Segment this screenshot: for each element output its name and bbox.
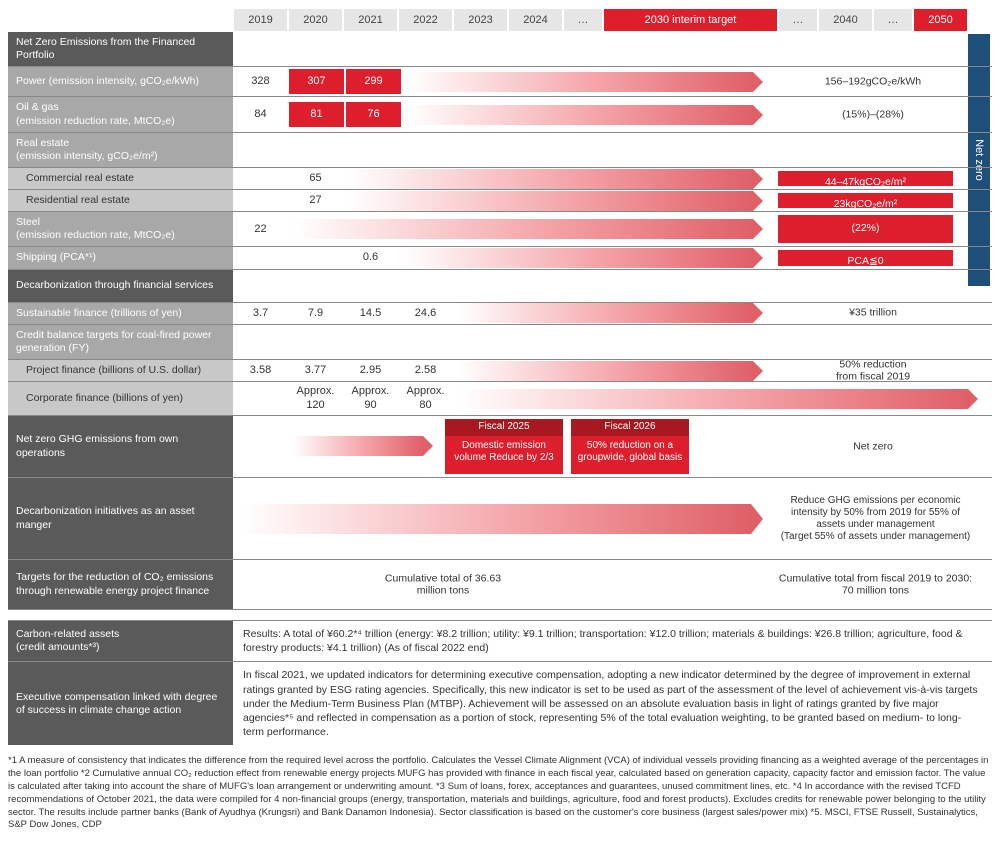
row-oilgas: Oil & gas (emission reduction rate, MtCO… bbox=[8, 97, 992, 132]
arrow-rre bbox=[348, 191, 753, 211]
year-header: 2019 2020 2021 2022 2023 2024 … 2030 int… bbox=[8, 8, 992, 32]
row-asset-manager: Decarbonization initiatives as an asset … bbox=[8, 478, 992, 560]
year-2020: 2020 bbox=[288, 8, 343, 32]
arrow-projfin bbox=[458, 361, 753, 381]
year-2022: 2022 bbox=[398, 8, 453, 32]
row-exec-comp: Executive compensation linked with degre… bbox=[8, 661, 992, 745]
footnotes: *1 A measure of consistency that indicat… bbox=[8, 755, 992, 832]
fiscal-2025-box: Fiscal 2025 Domestic emission volume Red… bbox=[445, 419, 563, 474]
arrow-shipping bbox=[403, 248, 753, 268]
section-coal: Credit balance targets for coal-fired po… bbox=[8, 325, 992, 360]
year-2021: 2021 bbox=[343, 8, 398, 32]
arrow-corpfin bbox=[458, 389, 968, 409]
row-corporate-finance: Corporate finance (billions of yen) Appr… bbox=[8, 382, 992, 416]
fiscal-2026-box: Fiscal 2026 50% reduction on a groupwide… bbox=[571, 419, 689, 474]
row-realestate-header: Real estate (emission intensity, gCO₂e/m… bbox=[8, 133, 992, 168]
post-ell-2: … bbox=[873, 8, 913, 32]
arrow-power bbox=[408, 72, 753, 92]
year-2040: 2040 bbox=[818, 8, 873, 32]
year-ellipsis: … bbox=[563, 8, 603, 32]
row-project-finance: Project finance (billions of U.S. dollar… bbox=[8, 360, 992, 382]
roadmap-chart: 2019 2020 2021 2022 2023 2024 … 2030 int… bbox=[8, 8, 992, 832]
section-financed-portfolio: Net Zero Emissions from the Financed Por… bbox=[8, 32, 992, 67]
row-steel: Steel (emission reduction rate, MtCO₂e) … bbox=[8, 212, 992, 247]
year-2023: 2023 bbox=[453, 8, 508, 32]
arrow-ownops bbox=[293, 436, 423, 456]
year-2024: 2024 bbox=[508, 8, 563, 32]
target-header: 2030 interim target bbox=[603, 8, 778, 32]
row-carbon-assets: Carbon-related assets (credit amounts*³)… bbox=[8, 620, 992, 661]
row-cre: Commercial real estate 65 44–47kgCO₂e/m² bbox=[8, 168, 992, 190]
row-power: Power (emission intensity, gCO₂e/kWh) 32… bbox=[8, 67, 992, 97]
arrow-oilgas bbox=[408, 105, 753, 125]
row-sustainable-finance: Sustainable finance (trillions of yen) 3… bbox=[8, 303, 992, 325]
arrow-assetmgr bbox=[241, 504, 751, 534]
row-renewable: Targets for the reduction of CO₂ emissio… bbox=[8, 560, 992, 610]
post-ell-1: … bbox=[778, 8, 818, 32]
year-2050: 2050 bbox=[913, 8, 968, 32]
year-2019: 2019 bbox=[233, 8, 288, 32]
arrow-susfin bbox=[458, 303, 753, 323]
row-rre: Residential real estate 27 23kgCO₂e/m² bbox=[8, 190, 992, 212]
arrow-steel bbox=[293, 219, 753, 239]
row-shipping: Shipping (PCA*¹) 0.6 PCA≦0 bbox=[8, 247, 992, 269]
row-own-operations: Net zero GHG emissions from own operatio… bbox=[8, 416, 992, 478]
section-financial-services: Decarbonization through financial servic… bbox=[8, 270, 992, 303]
arrow-cre bbox=[348, 169, 753, 189]
